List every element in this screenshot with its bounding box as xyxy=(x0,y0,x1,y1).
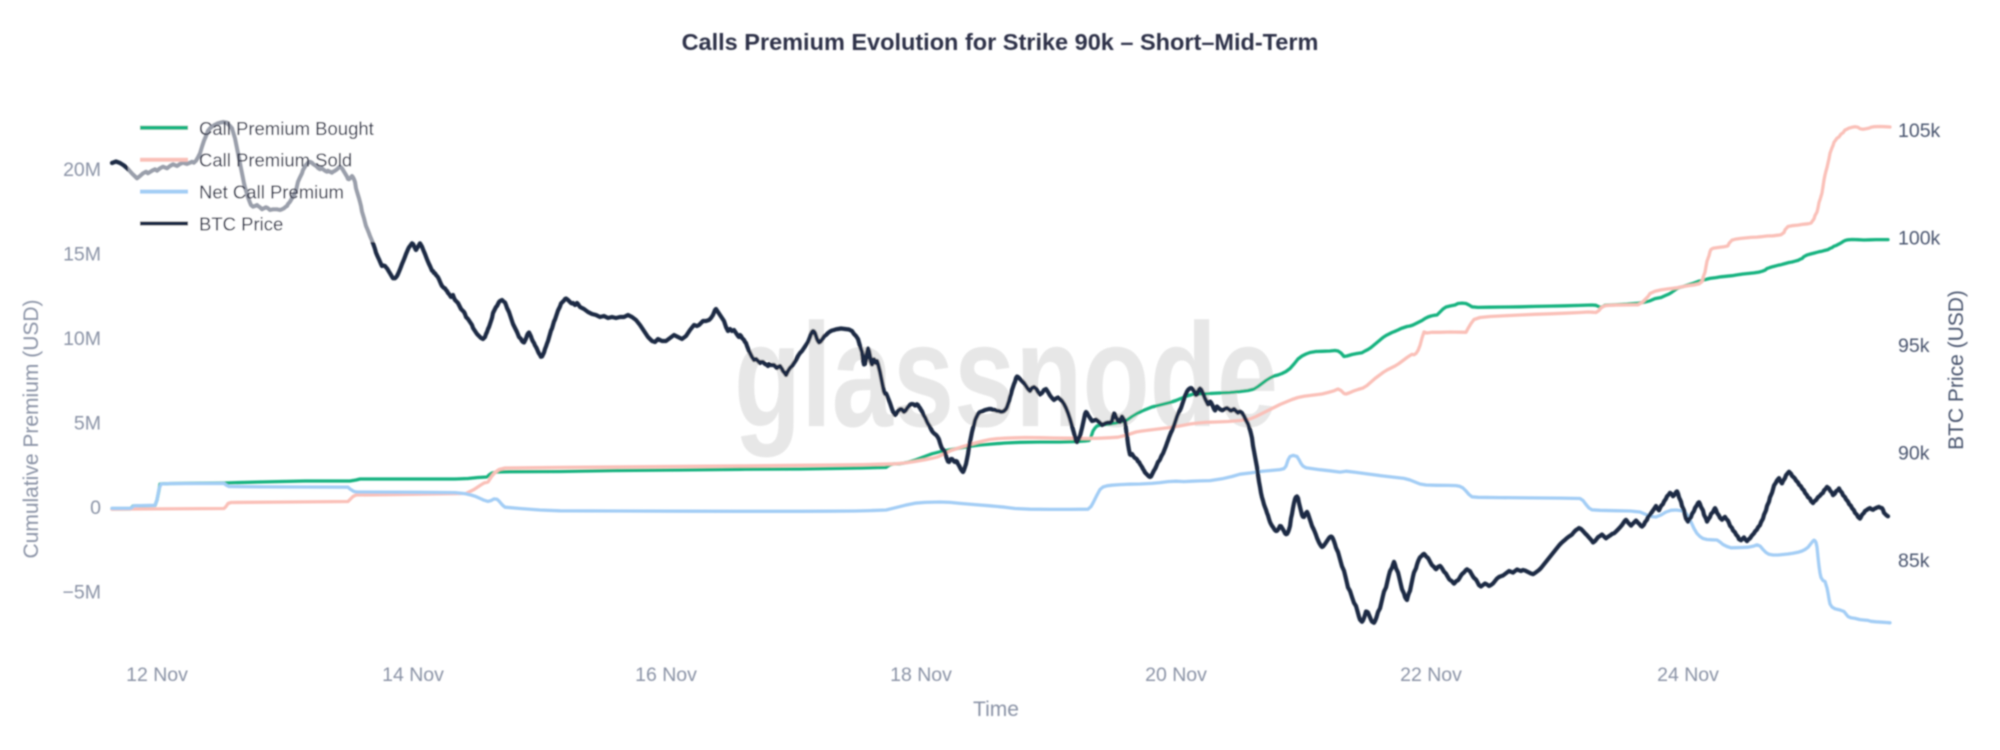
svg-text:Cumulative Premium (USD): Cumulative Premium (USD) xyxy=(20,299,43,558)
svg-text:−5M: −5M xyxy=(63,582,101,604)
svg-text:12 Nov: 12 Nov xyxy=(126,664,188,686)
svg-text:105k: 105k xyxy=(1898,120,1941,142)
svg-text:15M: 15M xyxy=(63,244,101,266)
svg-text:20M: 20M xyxy=(63,159,101,181)
svg-text:14 Nov: 14 Nov xyxy=(382,664,444,686)
svg-text:24 Nov: 24 Nov xyxy=(1657,664,1719,686)
svg-text:85k: 85k xyxy=(1898,550,1930,572)
svg-text:Net Call Premium: Net Call Premium xyxy=(199,182,344,203)
svg-text:BTC Price (USD): BTC Price (USD) xyxy=(1945,290,1968,450)
svg-text:22 Nov: 22 Nov xyxy=(1400,664,1462,686)
svg-text:18 Nov: 18 Nov xyxy=(890,664,952,686)
svg-text:Calls Premium Evolution for St: Calls Premium Evolution for Strike 90k –… xyxy=(682,29,1319,55)
svg-text:BTC Price: BTC Price xyxy=(199,214,283,235)
svg-text:Time: Time xyxy=(973,698,1019,721)
svg-text:20 Nov: 20 Nov xyxy=(1145,664,1207,686)
svg-text:100k: 100k xyxy=(1898,228,1941,250)
svg-text:95k: 95k xyxy=(1898,335,1930,357)
svg-text:10M: 10M xyxy=(63,328,101,350)
svg-text:90k: 90k xyxy=(1898,443,1930,465)
svg-text:Call Premium Bought: Call Premium Bought xyxy=(199,118,374,139)
svg-text:Call Premium Sold: Call Premium Sold xyxy=(199,150,352,171)
svg-text:glassnode: glassnode xyxy=(734,292,1278,457)
svg-text:16 Nov: 16 Nov xyxy=(635,664,697,686)
svg-text:5M: 5M xyxy=(74,413,101,435)
svg-text:0: 0 xyxy=(90,497,101,519)
